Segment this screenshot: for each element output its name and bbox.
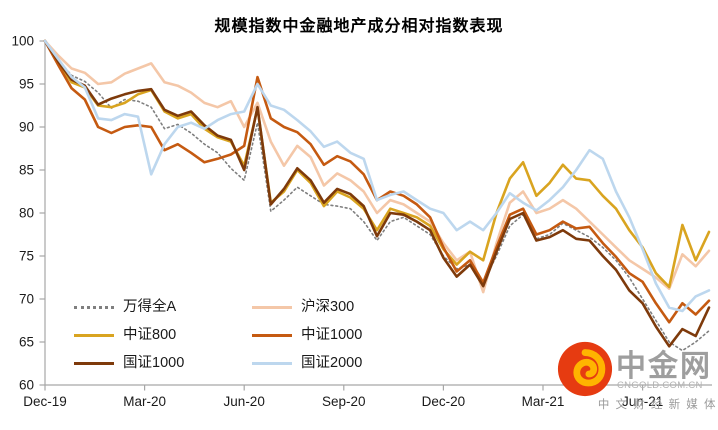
legend-item-中证1000: 中证1000 — [252, 325, 430, 346]
chart-legend: 万得全A 沪深300 中证800 中证1000 国证1000 国证2000 — [74, 297, 430, 374]
legend-item-万得全A: 万得全A — [74, 297, 252, 318]
x-tick-label: Jun-20 — [224, 394, 265, 409]
legend-swatch — [252, 334, 292, 337]
x-tick-label: Mar-20 — [123, 394, 166, 409]
x-tick-label: Dec-20 — [422, 394, 466, 409]
watermark-domain: CNGOLD.COM.CN — [617, 380, 703, 391]
series-line-国证1000 — [43, 39, 711, 348]
series-line-国证2000 — [43, 39, 711, 313]
y-tick-label: 100 — [11, 34, 34, 49]
y-tick-label: 70 — [19, 292, 34, 307]
legend-label: 万得全A — [123, 299, 177, 315]
x-tick-label: Sep-20 — [322, 394, 366, 409]
x-tick-label: Dec-19 — [23, 394, 67, 409]
legend-item-沪深300: 沪深300 — [252, 297, 430, 318]
legend-swatch — [252, 306, 292, 309]
y-tick-label: 65 — [19, 335, 34, 350]
y-tick-label: 60 — [19, 378, 34, 393]
watermark-tagline: 中 文 财 经 新 媒 体 — [597, 399, 717, 411]
legend-swatch — [74, 362, 114, 365]
legend-label: 国证1000 — [123, 355, 185, 371]
x-tick-label: Jun-21 — [622, 394, 663, 409]
legend-item-中证800: 中证800 — [74, 325, 252, 346]
y-tick-label: 85 — [19, 163, 34, 178]
y-tick-label: 95 — [19, 77, 34, 92]
legend-label: 中证1000 — [301, 327, 363, 343]
y-tick-label: 75 — [19, 249, 34, 264]
legend-label: 沪深300 — [301, 299, 355, 315]
watermark: 中金网 CNGOLD.COM.CN 中 文 财 经 新 媒 体 — [554, 340, 717, 414]
legend-item-国证1000: 国证1000 — [74, 353, 252, 374]
y-tick-label: 80 — [19, 206, 34, 221]
y-tick-label: 90 — [19, 120, 34, 135]
cngold-logo-icon — [557, 341, 613, 397]
watermark-brand: 中金网 — [616, 350, 712, 383]
chart-title: 规模指数中金融地产成分相对指数表现 — [214, 18, 504, 35]
legend-swatch — [74, 334, 114, 337]
legend-swatch — [252, 362, 292, 365]
series-line-中证1000 — [43, 39, 711, 324]
legend-item-国证2000: 国证2000 — [252, 353, 430, 374]
legend-label: 国证2000 — [301, 355, 363, 371]
legend-label: 中证800 — [123, 327, 177, 343]
x-tick-label: Mar-21 — [522, 394, 565, 409]
legend-swatch — [74, 306, 114, 309]
series-line-万得全A — [44, 40, 710, 352]
series-line-沪深300 — [43, 39, 711, 294]
